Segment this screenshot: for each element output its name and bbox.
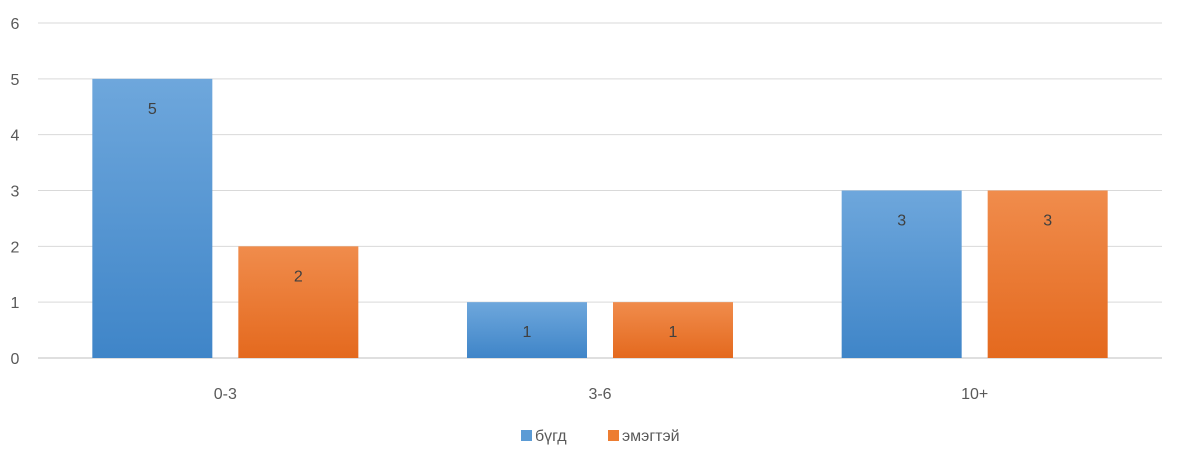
- bar-emegtei: [613, 302, 733, 358]
- bar-bugd: [841, 190, 962, 358]
- x-axis: 0-3 3-6 10+: [214, 386, 988, 403]
- x-tick-label: 10+: [961, 386, 988, 403]
- legend-label: бүгд: [535, 428, 567, 445]
- y-tick-label: 4: [11, 128, 20, 145]
- data-label: 1: [669, 324, 678, 341]
- data-label: 1: [523, 324, 532, 341]
- bar-emegtei: [238, 246, 359, 358]
- legend: бүгд эмэгтэй: [521, 428, 680, 445]
- legend-label: эмэгтэй: [622, 428, 680, 445]
- legend-swatch: [608, 430, 619, 441]
- x-tick-label: 0-3: [214, 386, 237, 403]
- y-tick-label: 2: [11, 239, 20, 256]
- y-tick-label: 1: [11, 295, 20, 312]
- bar-bugd: [92, 78, 213, 358]
- data-label: 5: [148, 101, 157, 118]
- bar-emegtei: [987, 190, 1108, 358]
- x-tick-label: 3-6: [588, 386, 611, 403]
- legend-swatch: [521, 430, 532, 441]
- bar-bugd: [467, 302, 587, 358]
- y-tick-label: 5: [11, 72, 20, 89]
- y-tick-label: 0: [11, 351, 20, 368]
- gridlines: [38, 22, 1162, 359]
- data-label: 3: [1043, 213, 1052, 230]
- y-tick-label: 3: [11, 184, 20, 201]
- y-tick-label: 6: [11, 16, 20, 33]
- data-label: 3: [897, 213, 906, 230]
- y-axis: 0 1 2 3 4 5 6: [11, 16, 20, 368]
- bars: 5 2 1 1 3 3: [92, 78, 1108, 358]
- data-label: 2: [294, 268, 303, 285]
